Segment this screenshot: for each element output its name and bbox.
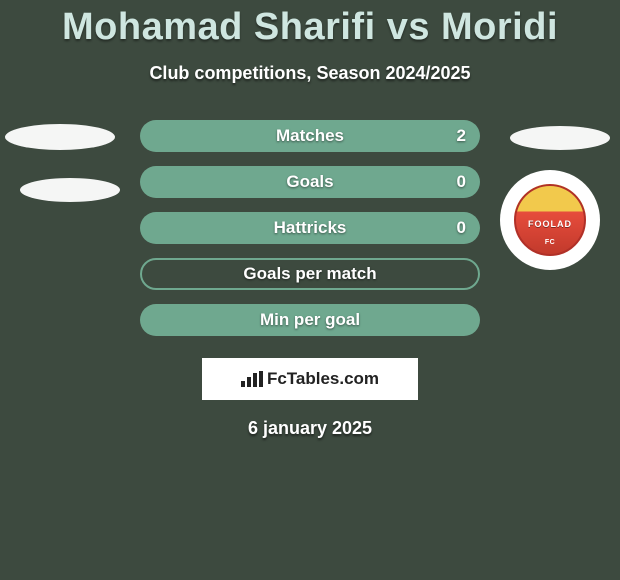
stat-row: Hattricks 0 [140, 212, 480, 244]
stat-row: Goals per match [140, 258, 480, 290]
club-badge: FOOLAD FC [500, 170, 600, 270]
brand-box[interactable]: FcTables.com [202, 358, 418, 400]
decorative-ellipse [5, 124, 115, 150]
stat-value: 0 [457, 218, 466, 238]
page-subtitle: Club competitions, Season 2024/2025 [0, 63, 620, 84]
club-badge-sub: FC [545, 239, 555, 246]
stat-row: Matches 2 [140, 120, 480, 152]
page-title: Mohamad Sharifi vs Moridi [0, 0, 620, 49]
stat-label: Min per goal [260, 310, 360, 330]
club-badge-name: FOOLAD [528, 219, 572, 229]
stat-row: Min per goal [140, 304, 480, 336]
stat-value: 0 [457, 172, 466, 192]
brand-label: FcTables.com [267, 369, 379, 389]
chart-bars-icon [241, 371, 263, 387]
decorative-ellipse [20, 178, 120, 202]
decorative-ellipse [510, 126, 610, 150]
stat-label: Hattricks [274, 218, 347, 238]
stat-label: Matches [276, 126, 344, 146]
stat-label: Goals per match [243, 264, 376, 284]
footer-date: 6 january 2025 [0, 418, 620, 439]
stat-label: Goals [286, 172, 333, 192]
stat-value: 2 [457, 126, 466, 146]
stat-row: Goals 0 [140, 166, 480, 198]
